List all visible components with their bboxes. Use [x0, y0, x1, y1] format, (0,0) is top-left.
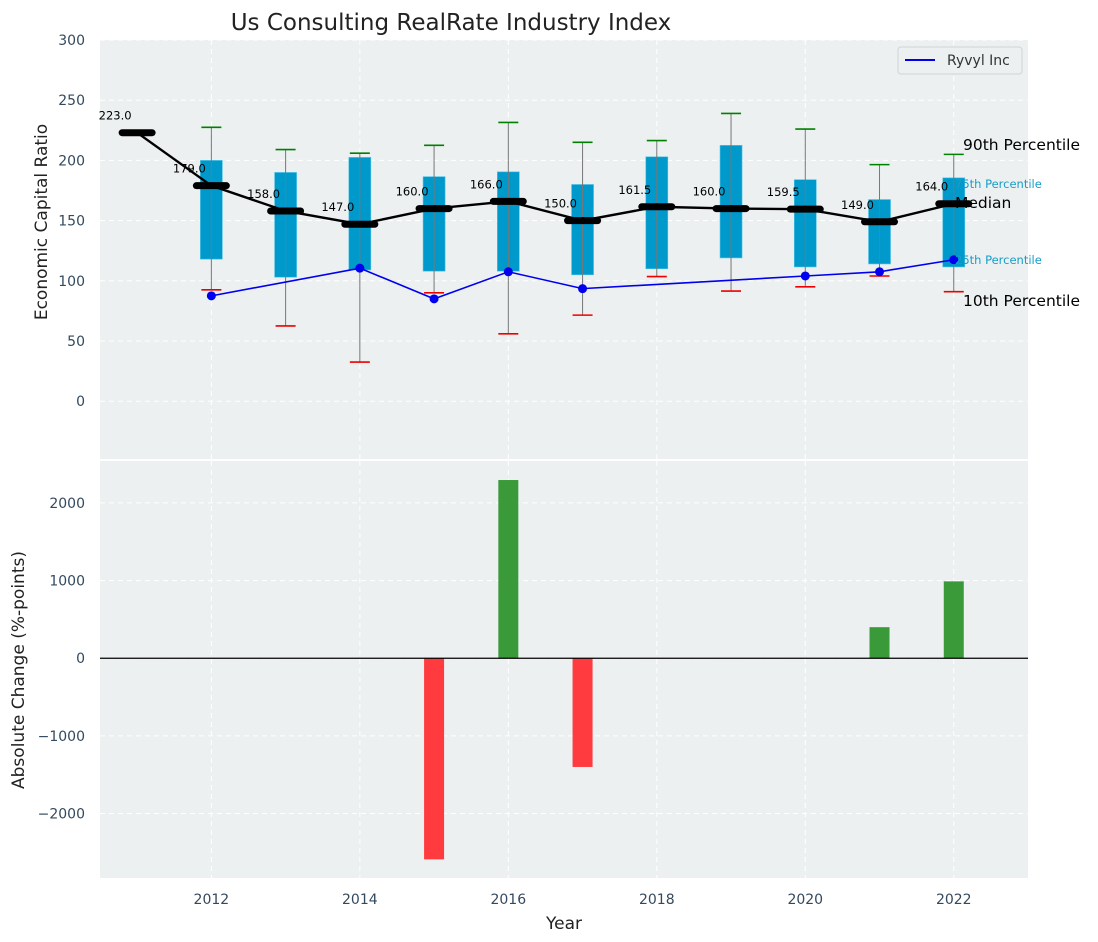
- median-value-label: 164.0: [915, 180, 948, 194]
- x-tick-label: 2018: [639, 892, 675, 908]
- median-value-label: 149.0: [841, 198, 874, 212]
- annotation-p75: 75th Percentile: [955, 177, 1042, 191]
- ryvyl-point: [429, 294, 439, 304]
- top-y-tick-label: 200: [58, 153, 85, 169]
- annotation-p90: 90th Percentile: [963, 136, 1080, 154]
- median-value-label: 160.0: [396, 185, 429, 199]
- legend-box: [897, 46, 1023, 75]
- x-tick-label: 2016: [490, 892, 526, 908]
- ryvyl-point: [503, 267, 513, 277]
- median-value-label: 179.0: [173, 162, 206, 176]
- x-tick-label: 2014: [342, 892, 378, 908]
- x-tick-label: 2022: [936, 892, 972, 908]
- change-bar: [498, 480, 519, 659]
- median-value-label: 223.0: [99, 109, 132, 123]
- change-bar: [572, 658, 593, 767]
- top-y-tick-label: 300: [58, 33, 85, 49]
- annotation-p10: 10th Percentile: [963, 292, 1080, 310]
- ryvyl-point: [875, 267, 885, 277]
- ryvyl-line: [211, 258, 954, 300]
- change-bar: [943, 581, 964, 659]
- bottom-y-axis-label: Absolute Change (%-points): [9, 551, 29, 789]
- x-tick-label: 2012: [194, 892, 230, 908]
- annotation-p25: 25th Percentile: [955, 253, 1042, 267]
- x-axis-label: Year: [545, 914, 582, 934]
- change-bars: [100, 480, 1028, 860]
- top-y-tick-label: 100: [58, 274, 85, 290]
- ryvyl-point: [578, 284, 588, 294]
- median-value-label: 158.0: [247, 187, 280, 201]
- ryvyl-point: [355, 263, 365, 273]
- top-y-tick-label: 50: [67, 334, 85, 350]
- median-line-group: 223.0 179.0 158.0 147.0 160.0 166.0 150.0 161.5…: [99, 109, 973, 228]
- box-plots: [200, 112, 966, 363]
- legend[interactable]: Ryvyl Inc: [897, 46, 1023, 75]
- top-y-tick-label: 0: [76, 394, 85, 410]
- legend-label-ryvyl: Ryvyl Inc: [947, 53, 1010, 69]
- ryvyl-point: [949, 255, 959, 265]
- median-value-label: 147.0: [321, 200, 354, 214]
- bottom-y-tick-label: 2000: [49, 496, 85, 512]
- median-value-label: 159.5: [767, 185, 800, 199]
- bottom-plot-background: [100, 461, 1028, 878]
- x-tick-label: 2020: [787, 892, 823, 908]
- change-bar: [424, 658, 445, 860]
- bottom-y-tick-label: −1000: [38, 729, 85, 745]
- top-y-tick-label: 150: [58, 214, 85, 230]
- bottom-y-tick-label: −2000: [38, 807, 85, 823]
- percentile-annotations: 90th Percentile 75th Percentile Median 2…: [955, 136, 1080, 310]
- median-value-label: 166.0: [470, 177, 503, 191]
- bottom-y-tick-label: 1000: [49, 574, 85, 590]
- ryvyl-point: [206, 291, 216, 301]
- ryvyl-series: [206, 255, 959, 304]
- top-y-tick-label: 250: [58, 93, 85, 109]
- median-value-label: 150.0: [544, 197, 577, 211]
- top-y-axis-label: Economic Capital Ratio: [32, 124, 52, 320]
- median-value-label: 160.0: [693, 185, 726, 199]
- chart-title: Us Consulting RealRate Industry Index: [231, 10, 672, 36]
- tick-labels: 0 50 100 150 200 250 300 −2000 −1000 0 1000 2000 201…: [38, 33, 972, 908]
- median-value-label: 161.5: [618, 183, 651, 197]
- annotation-median: Median: [955, 194, 1011, 212]
- bottom-y-tick-label: 0: [76, 651, 85, 667]
- ryvyl-point: [800, 271, 810, 281]
- change-bar: [869, 627, 890, 659]
